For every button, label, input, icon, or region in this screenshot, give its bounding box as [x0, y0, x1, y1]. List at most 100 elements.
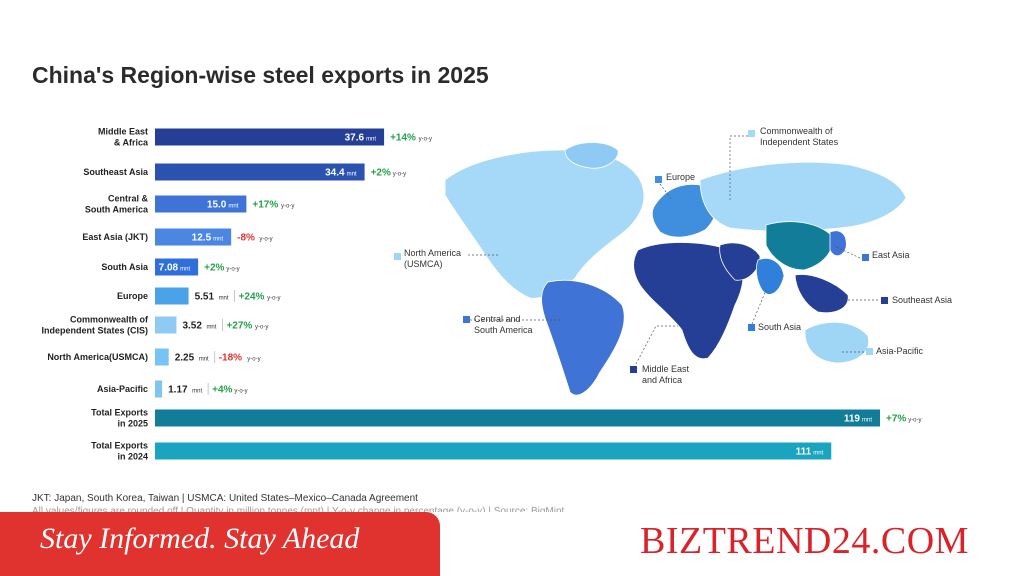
map-legend-marker	[630, 366, 637, 373]
value-label: 5.51	[195, 292, 215, 303]
bar-5	[155, 287, 189, 305]
yoy-label: y-o-y	[281, 204, 294, 210]
south-america-shape	[541, 279, 625, 396]
bar-9	[155, 409, 880, 427]
value-label: 7.08	[159, 263, 179, 274]
map-legend-label: Commonwealth of	[760, 126, 833, 136]
value-label: 1.17	[168, 385, 188, 396]
yoy-label: y-o-y	[234, 389, 247, 395]
map-legend-label: Middle East	[642, 364, 690, 374]
yoy-label: y-o-y	[255, 325, 268, 331]
map-legend-label: Asia-Pacific	[876, 346, 924, 356]
footnote-secondary: All values/figures are rounded off | Qua…	[32, 506, 565, 512]
south-asia-shape	[755, 258, 785, 295]
map-leader-line	[751, 289, 767, 325]
value-label: 119	[844, 414, 861, 425]
map-legend-label: Independent States	[760, 137, 839, 147]
value-label: 37.6	[345, 133, 365, 144]
yoy-change: +14%	[390, 133, 416, 144]
map-leader-line	[833, 245, 861, 259]
value-label: 34.4	[325, 168, 345, 179]
unit-label: mnt	[366, 137, 376, 143]
europe-shape	[651, 184, 718, 238]
bar-10	[155, 442, 832, 460]
category-label: Total Exports in 2024	[91, 441, 148, 462]
unit-label: mnt	[862, 418, 872, 424]
unit-label: mnt	[213, 237, 223, 243]
bar-3	[155, 228, 232, 246]
unit-label: mnt	[180, 267, 190, 273]
bar-1	[155, 163, 365, 181]
yoy-change: +2%	[371, 168, 391, 179]
yoy-change: +2%	[204, 263, 224, 274]
north-america-shape	[444, 149, 645, 299]
yoy-label: y-o-y	[247, 357, 260, 363]
map-legend-marker	[866, 348, 873, 355]
yoy-label: y-o-y	[259, 237, 272, 243]
map-legend-label: North America	[404, 248, 461, 258]
australia-shape	[804, 321, 870, 364]
map-legend-label: South America	[474, 325, 533, 335]
map-legend-label: Central and	[474, 314, 521, 324]
southeast-asia-shape	[794, 274, 849, 314]
bar-4	[155, 258, 199, 276]
map-legend-label: and Africa	[642, 375, 682, 385]
value-label: 2.25	[175, 353, 195, 364]
bar-2	[155, 195, 247, 213]
brand-banner	[440, 512, 1024, 576]
unit-label: mnt	[192, 389, 202, 395]
map-legend-marker	[862, 254, 869, 261]
category-label: North America(USMCA)	[47, 352, 148, 362]
category-label: East Asia (JKT)	[82, 232, 148, 242]
yoy-label: y-o-y	[908, 418, 921, 424]
category-label: Middle East & Africa	[98, 127, 149, 148]
yoy-label: y-o-y	[226, 267, 239, 273]
chart-title: China's Region-wise steel exports in 202…	[32, 62, 489, 88]
yoy-change: +7%	[886, 414, 906, 425]
unit-label: mnt	[199, 357, 209, 363]
brand-logo[interactable]: BIZTREND24.COM	[640, 520, 969, 562]
yoy-change: +27%	[226, 321, 252, 332]
map-legend-marker	[748, 324, 755, 331]
map-leader-line	[729, 135, 752, 200]
slogan-banner: Stay Informed. Stay Ahead	[0, 512, 440, 576]
footnote: JKT: Japan, South Korea, Taiwan | USMCA:…	[32, 493, 418, 504]
yoy-change: +17%	[252, 200, 278, 211]
category-label: Central & South America	[85, 194, 149, 215]
map-legend-marker	[748, 130, 755, 137]
bar-8	[155, 380, 163, 398]
value-label: 111	[796, 447, 812, 458]
map-legend-label: (USMCA)	[404, 259, 443, 269]
value-label: 3.52	[182, 321, 202, 332]
unit-label: mnt	[813, 451, 823, 457]
unit-label: mnt	[206, 325, 216, 331]
yoy-label: y-o-y	[419, 137, 432, 143]
category-label: Total Exports in 2025	[91, 408, 148, 429]
map-legend-marker	[463, 316, 470, 323]
map-legend-label: South Asia	[758, 322, 801, 332]
map-legend-marker	[655, 176, 662, 183]
bar-6	[155, 316, 177, 334]
map-legend-marker	[881, 297, 888, 304]
category-label: South Asia	[101, 262, 149, 272]
unit-label: mnt	[228, 204, 238, 210]
yoy-change: -18%	[219, 353, 242, 364]
category-label: Asia-Pacific	[97, 384, 148, 394]
slogan-text: Stay Informed. Stay Ahead	[40, 522, 360, 555]
map-legend-label: Europe	[666, 172, 695, 182]
yoy-label: y-o-y	[393, 172, 406, 178]
category-label: Southeast Asia	[83, 167, 149, 177]
bar-7	[155, 348, 169, 366]
china-shape	[765, 221, 833, 271]
unit-label: mnt	[347, 172, 357, 178]
map-legend-marker	[394, 253, 401, 260]
bar-0	[155, 128, 385, 146]
value-label: 15.0	[207, 200, 227, 211]
cis-shape	[699, 161, 907, 232]
yoy-change: +24%	[239, 292, 265, 303]
east-asia-shape	[829, 230, 847, 257]
value-label: 12.5	[192, 233, 212, 244]
yoy-change: -8%	[237, 233, 255, 244]
map-legend-label: East Asia	[872, 250, 910, 260]
map-leader-line	[635, 325, 678, 365]
